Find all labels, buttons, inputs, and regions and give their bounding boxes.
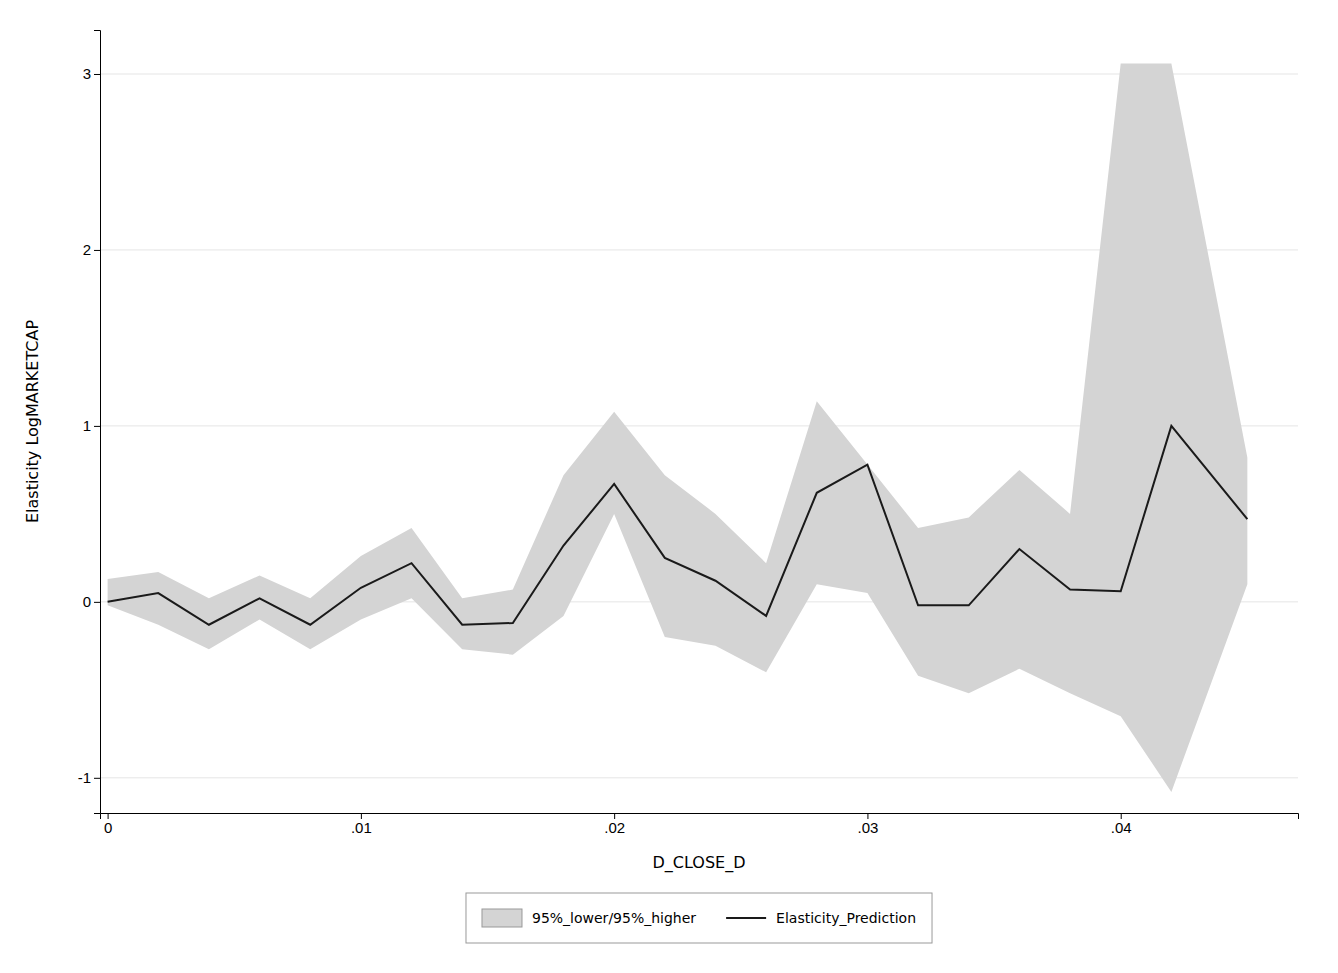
tick: .04 [1111,813,1132,836]
tick-label: .01 [351,819,372,836]
tick-label: 1 [83,417,91,434]
axis-line [94,31,101,814]
tick: 0 [83,593,100,610]
tick-mark [94,778,100,779]
tick-label: -1 [78,769,91,786]
tick-label: .03 [857,819,878,836]
tick-label: .02 [604,819,625,836]
marks [108,63,1248,791]
tick: 2 [83,241,100,258]
tick: .02 [604,813,625,836]
grid-line [100,73,1298,74]
legend: 95%_lower/95%_higher Elasticity_Predictio… [466,893,932,943]
grid-line [100,777,1298,778]
legend-item: 95%_lower/95%_higher [482,909,696,927]
x-axis: 0 .01 .02 .03 .04 [101,813,1299,836]
plot: 0 .01 .02 .03 .04 -1 0 1 2 3 D_CLOSE_D Elasticity L… [23,31,1299,874]
tick-mark [94,250,100,251]
tick: .03 [857,813,878,836]
legend-swatch [726,917,766,919]
legend-box [466,893,932,943]
tick: 0 [104,813,112,836]
x-axis-title: D_CLOSE_D [652,853,745,873]
chart: 0 .01 .02 .03 .04 -1 0 1 2 3 D_CLOSE_D Elasticity L… [0,0,1338,973]
y-axis: -1 0 1 2 3 [78,31,101,814]
tick-mark [94,426,100,427]
legend-item: Elasticity_Prediction [726,910,916,926]
tick: -1 [78,769,100,786]
tick-label: 0 [83,593,91,610]
confidence-band [108,63,1248,791]
tick: 3 [83,65,100,82]
prediction-line [108,426,1248,625]
tick-mark [94,74,100,75]
tick: .01 [351,813,372,836]
tick-label: .04 [1111,819,1132,836]
tick-mark [94,602,100,603]
tick-label: 0 [104,819,112,836]
y-axis-title: Elasticity LogMARKETCAP [23,320,42,523]
legend-label: 95%_lower/95%_higher [532,910,696,926]
tick-label: 2 [83,241,91,258]
legend-swatch [482,909,522,927]
legend-label: Elasticity_Prediction [776,910,916,926]
tick: 1 [83,417,100,434]
tick-label: 3 [83,65,91,82]
